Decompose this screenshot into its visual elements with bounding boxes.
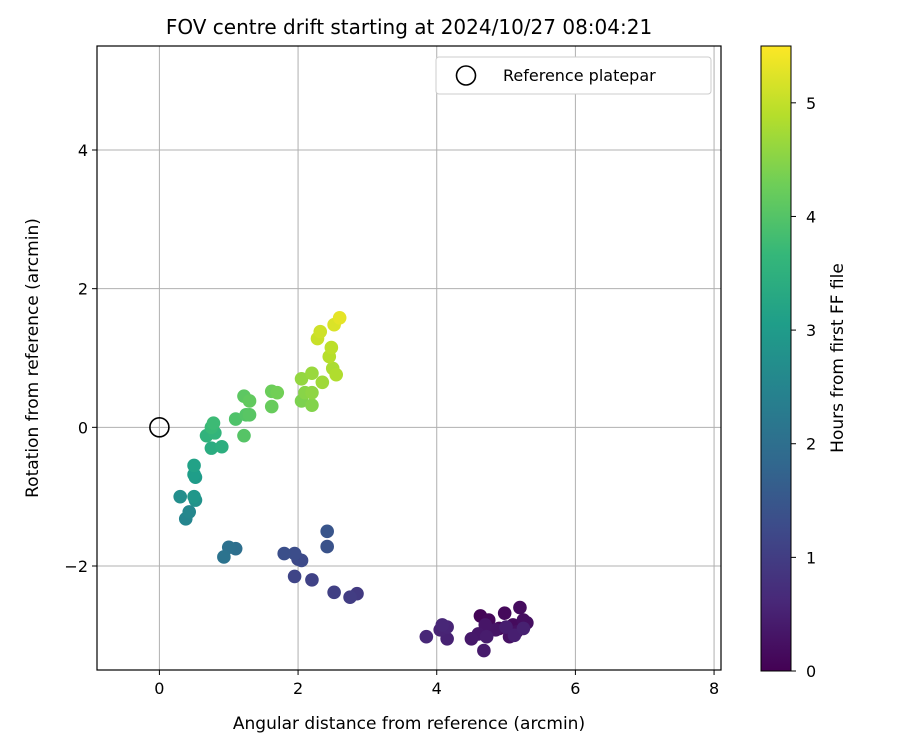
colorbar-label: Hours from first FF file	[828, 263, 848, 453]
scatter-point	[419, 629, 434, 644]
scatter-point	[187, 458, 201, 473]
scatter-point	[305, 385, 319, 400]
reference-marker	[149, 417, 170, 438]
grid-lines	[97, 46, 721, 670]
x-tick-label: 4	[432, 679, 442, 698]
x-axis-ticks: 0 2 4 6 8	[154, 670, 719, 698]
x-tick-label: 8	[709, 679, 719, 698]
x-tick-label: 6	[570, 679, 580, 698]
scatter-point	[320, 524, 334, 539]
scatter-point	[327, 585, 341, 600]
scatter-point	[294, 372, 309, 386]
chart-title: FOV centre drift starting at 2024/10/27 …	[166, 15, 652, 39]
scatter-point	[187, 489, 201, 504]
scatter-point	[464, 632, 479, 646]
y-axis-ticks: −2 0 2 4	[64, 141, 97, 576]
scatter-point	[343, 590, 357, 604]
scatter-point	[237, 428, 251, 443]
colorbar-tick-label: 2	[806, 435, 816, 454]
scatter-point	[499, 620, 513, 634]
y-tick-label: −2	[64, 557, 88, 576]
y-axis-label: Rotation from reference (arcmin)	[23, 218, 43, 498]
scatter-point	[305, 366, 319, 381]
y-tick-label: 2	[78, 280, 88, 299]
scatter-point	[305, 573, 319, 587]
scatter-point	[497, 606, 512, 620]
plot-area	[96, 45, 722, 671]
scatter-point	[516, 621, 531, 636]
scatter-point	[217, 550, 231, 564]
scatter-point	[228, 412, 243, 426]
scatter-point	[305, 398, 319, 412]
scatter-point	[315, 375, 330, 390]
colorbar-tick-label: 5	[806, 94, 816, 113]
legend-box	[435, 56, 712, 95]
scatter-point	[204, 441, 219, 455]
x-axis-label: Angular distance from reference (arcmin)	[233, 714, 585, 734]
scatter-point	[513, 600, 527, 615]
scatter-point	[435, 618, 450, 632]
colorbar-tick-label: 1	[806, 548, 816, 567]
scatter-point	[287, 569, 302, 584]
legend-entry-label: Reference platepar	[503, 66, 656, 85]
x-tick-label: 2	[293, 679, 303, 698]
plot-frame	[96, 45, 722, 671]
y-tick-label: 4	[78, 141, 88, 160]
scatter-points	[173, 310, 534, 658]
colorbar-ticks: 0 1 2 3 4 5	[791, 94, 816, 681]
scatter-point	[320, 539, 334, 554]
colorbar-tick-label: 3	[806, 321, 816, 340]
scatter-point	[313, 324, 328, 339]
y-tick-label: 0	[78, 418, 88, 437]
scatter-point	[242, 408, 257, 422]
x-tick-label: 0	[154, 679, 164, 698]
scatter-point	[182, 505, 197, 519]
colorbar: 0 1 2 3 4 5 Hours from first FF file	[760, 45, 848, 681]
scatter-point	[287, 546, 302, 561]
legend: Reference platepar	[435, 56, 712, 95]
scatter-point	[479, 629, 494, 644]
scatter-point	[270, 385, 285, 400]
scatter-point	[332, 310, 347, 325]
colorbar-gradient	[760, 45, 792, 672]
scatter-point	[264, 399, 279, 414]
scatter-point	[215, 439, 229, 454]
scatter-point	[173, 489, 187, 504]
colorbar-tick-label: 4	[806, 207, 816, 226]
colorbar-tick-label: 0	[806, 662, 816, 681]
scatter-point	[477, 643, 491, 658]
scatter-point	[324, 340, 339, 355]
scatter-point	[277, 546, 292, 561]
scatter-point	[329, 367, 344, 382]
scatter-point	[242, 394, 257, 408]
scatter-point	[206, 416, 221, 430]
legend-reference-marker-icon	[455, 65, 477, 86]
